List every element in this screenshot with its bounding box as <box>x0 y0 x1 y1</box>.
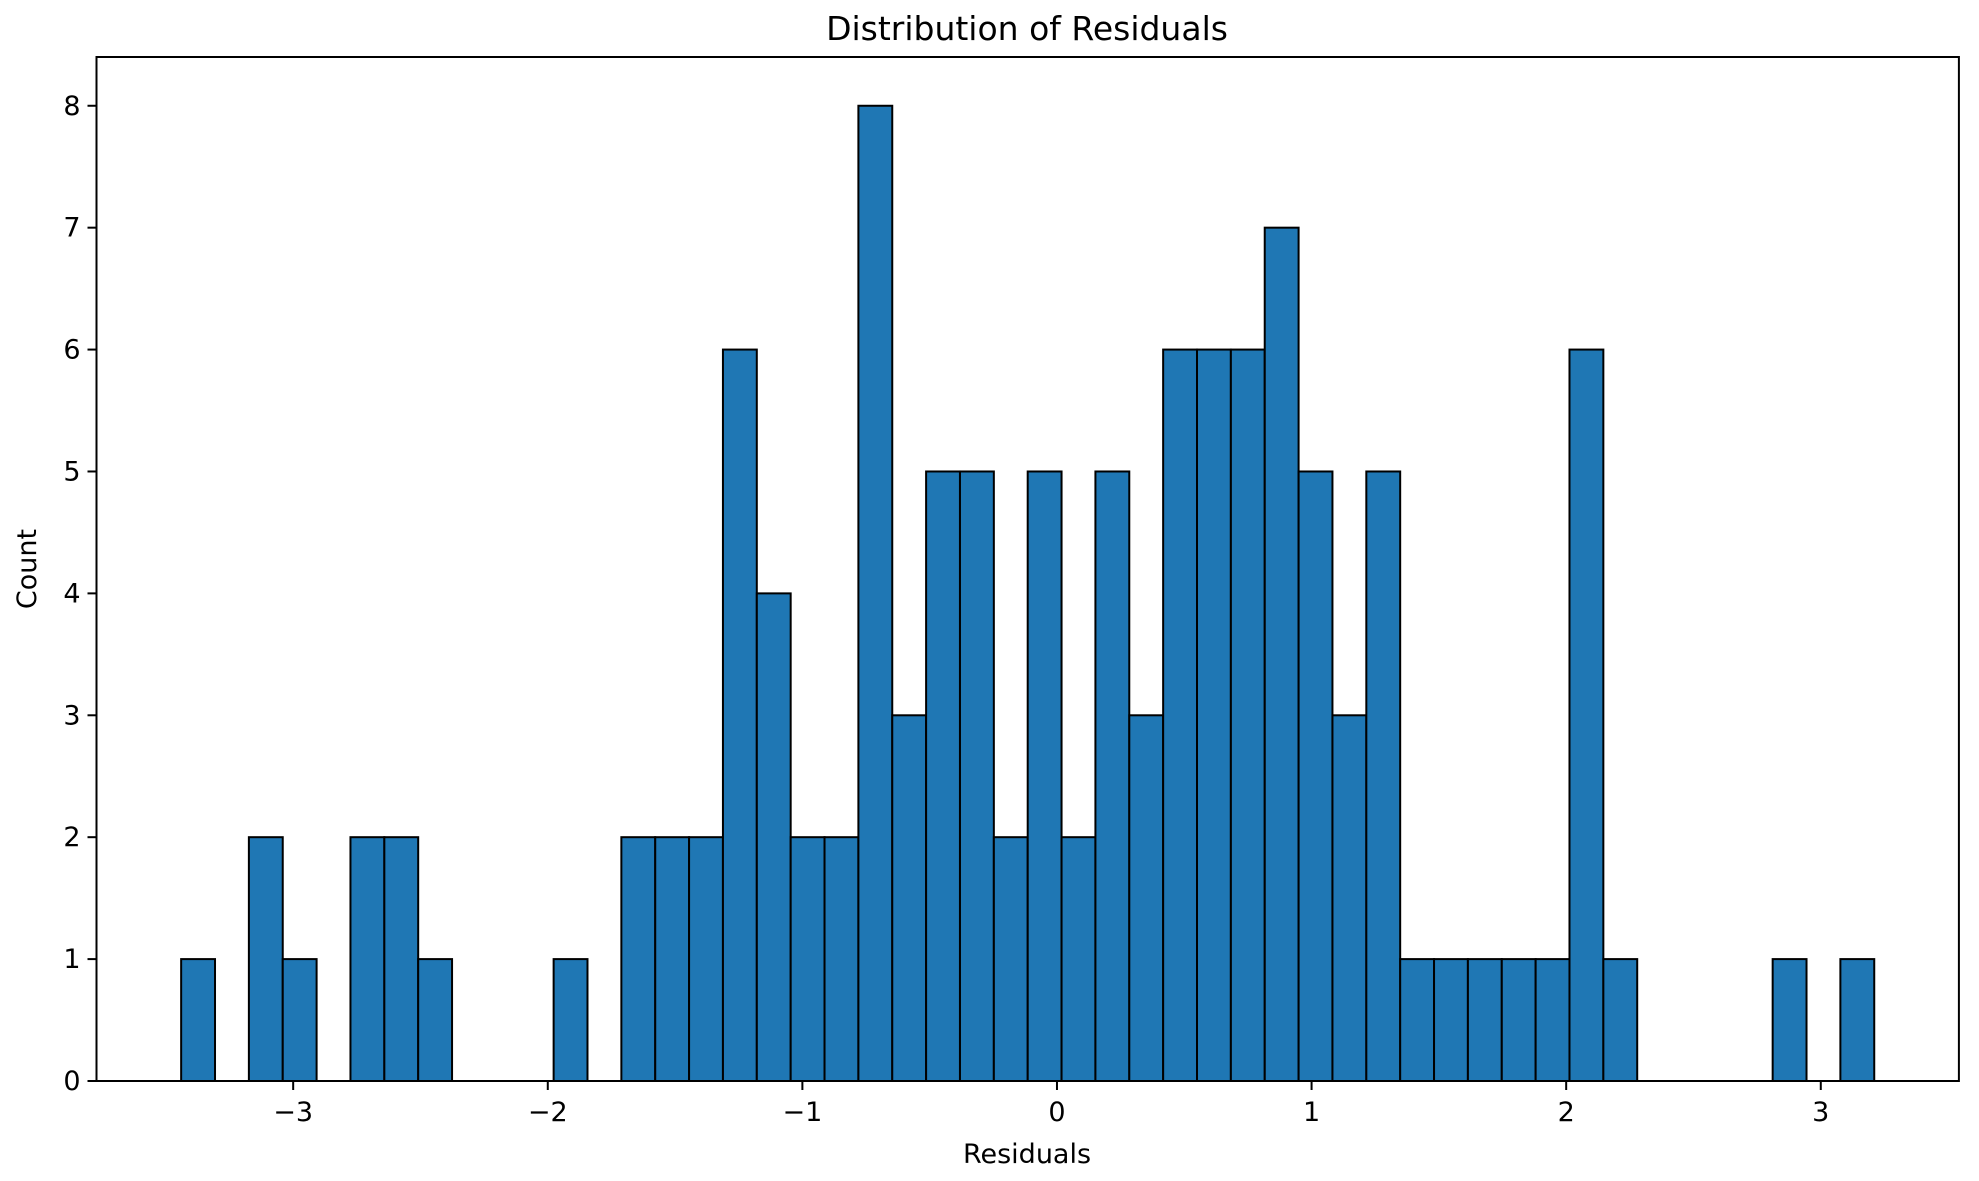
x-tick-label: 3 <box>1812 1097 1829 1128</box>
histogram-bar <box>1026 470 1063 1083</box>
histogram-bar <box>383 836 420 1082</box>
histogram-bar <box>891 714 928 1082</box>
histogram-bar <box>1500 958 1537 1082</box>
histogram-bar <box>1297 470 1334 1083</box>
histogram-bar <box>349 836 386 1082</box>
x-axis-label: Residuals <box>963 1139 1091 1170</box>
chart-title: Distribution of Residuals <box>826 9 1228 48</box>
histogram-bar <box>1602 958 1639 1082</box>
histogram-bar <box>1331 714 1368 1082</box>
histogram-bar <box>1094 470 1131 1083</box>
histogram-bar <box>1771 958 1808 1082</box>
y-tick-label: 0 <box>63 1066 80 1097</box>
histogram-bar <box>992 836 1029 1082</box>
histogram-bar <box>1263 226 1300 1083</box>
histogram-bar <box>247 836 284 1082</box>
histogram-bar <box>1162 348 1199 1082</box>
histogram-bar <box>1365 470 1402 1083</box>
histogram-bar <box>180 958 217 1082</box>
histogram-bar <box>755 592 792 1082</box>
histogram-bar <box>1229 348 1266 1082</box>
histogram-bar <box>417 958 454 1082</box>
x-tick-label: −2 <box>528 1097 568 1128</box>
y-tick-label: 6 <box>63 335 80 366</box>
axes-frame <box>95 56 1960 1082</box>
histogram-bar <box>1466 958 1503 1082</box>
x-tick-label: 1 <box>1303 1097 1320 1128</box>
x-tick-label: −1 <box>782 1097 822 1128</box>
histogram-bar <box>552 958 589 1082</box>
histogram-bar <box>654 836 691 1082</box>
histogram-bar <box>1128 714 1165 1082</box>
histogram-bar <box>958 470 995 1083</box>
histogram-bar <box>1568 348 1605 1082</box>
histogram-bar <box>1534 958 1571 1082</box>
histogram-bar <box>688 836 724 1082</box>
histogram-bar <box>925 470 961 1083</box>
histogram-bar <box>857 104 894 1082</box>
x-tick-label: −3 <box>273 1097 313 1128</box>
ticks-layer: −3 −2 −1 0 1 2 3 0 1 2 3 4 5 6 7 8 <box>63 91 1829 1128</box>
histogram-bar <box>1433 958 1469 1082</box>
y-tick-label: 4 <box>63 578 80 609</box>
histogram-bar <box>721 348 758 1082</box>
histogram-bar <box>1399 958 1436 1082</box>
histogram-bar <box>1839 958 1876 1082</box>
y-tick-label: 1 <box>63 944 80 975</box>
y-tick-label: 3 <box>63 700 80 731</box>
histogram-bar <box>823 836 860 1082</box>
y-tick-label: 7 <box>63 213 80 244</box>
bars-layer <box>180 104 1876 1083</box>
histogram-bar <box>620 836 657 1082</box>
histogram-bar <box>1196 348 1232 1082</box>
histogram-bar <box>1060 836 1097 1082</box>
x-tick-label: 2 <box>1558 1097 1575 1128</box>
axes-layer <box>95 56 1960 1082</box>
x-tick-label: 0 <box>1048 1097 1065 1128</box>
y-axis-label: Count <box>12 529 43 609</box>
histogram-bar <box>281 958 318 1082</box>
y-tick-label: 5 <box>63 456 80 487</box>
y-tick-label: 2 <box>63 822 80 853</box>
histogram-bar <box>789 836 826 1082</box>
y-tick-label: 8 <box>63 91 80 122</box>
